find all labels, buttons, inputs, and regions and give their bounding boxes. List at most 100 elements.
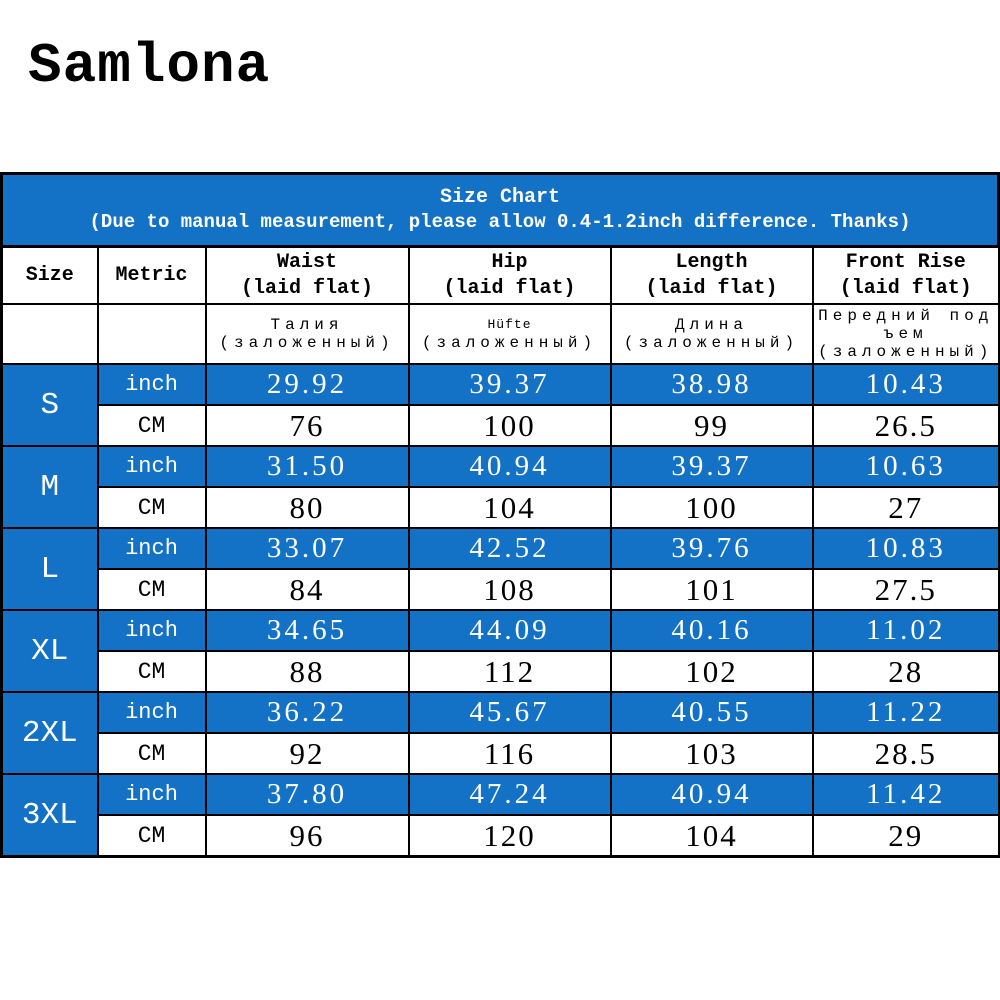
col-alt-label: Длина	[674, 316, 748, 334]
col-alt-label: Передний подъем	[818, 307, 994, 343]
measurement-value-cm: 104	[609, 814, 814, 858]
measurement-value-inch: 40.94	[609, 773, 814, 816]
col-header-size: Size	[0, 245, 99, 305]
size-label-cell: 2XL	[0, 691, 99, 775]
measurement-value-cm: 108	[407, 568, 612, 611]
col-alt-waist: Талия (заложенный)	[204, 303, 410, 365]
col-header-length: Length (laid flat)	[609, 245, 814, 305]
col-header-label: Hip	[491, 250, 528, 274]
measurement-value-inch: 40.55	[609, 691, 814, 734]
measurement-value-cm: 120	[407, 814, 612, 858]
col-header-hip: Hip (laid flat)	[407, 245, 612, 305]
measurement-value-inch: 31.50	[204, 445, 410, 488]
unit-label-cm: CM	[96, 814, 207, 858]
unit-label-inch: inch	[96, 363, 207, 406]
measurement-value-cm: 100	[407, 404, 612, 447]
header-row-translated: Талия (заложенный) Hüfte (заложенный) Дл…	[0, 303, 1000, 365]
measurement-value-inch: 29.92	[204, 363, 410, 406]
measurement-value-inch: 40.16	[609, 609, 814, 652]
col-alt-length: Длина (заложенный)	[609, 303, 814, 365]
measurement-value-cm: 116	[407, 732, 612, 775]
unit-label-cm: CM	[96, 404, 207, 447]
size-row-inch: 3XL inch 37.80 47.24 40.94 11.42	[0, 773, 1000, 858]
size-row-cm: CM 96 120 104 29	[2, 814, 1000, 858]
measurement-value-inch: 11.42	[811, 773, 1000, 816]
size-table-head: Size Metric Waist (laid flat) Hip (laid …	[0, 245, 1000, 365]
col-header-front-rise: Front Rise (laid flat)	[811, 245, 1000, 305]
col-alt-sublabel: (заложенный)	[421, 334, 598, 352]
col-header-metric: Metric	[96, 245, 207, 305]
col-header-label: Length	[675, 250, 748, 274]
measurement-value-inch: 10.63	[811, 445, 1000, 488]
measurement-value-inch: 11.02	[811, 609, 1000, 652]
measurement-value-inch: 38.98	[609, 363, 814, 406]
measurement-value-cm: 84	[204, 568, 410, 611]
measurement-value-cm: 28	[811, 650, 1000, 693]
measurement-value-cm: 29	[811, 814, 1000, 858]
measurement-value-cm: 28.5	[811, 732, 1000, 775]
measurement-value-cm: 80	[204, 486, 410, 529]
size-row-cm: CM 88 112 102 28	[2, 650, 1000, 693]
measurement-value-inch: 33.07	[204, 527, 410, 570]
col-header-label: Waist	[276, 250, 337, 274]
size-row-cm: CM 92 116 103 28.5	[2, 732, 1000, 775]
measurement-value-inch: 37.80	[204, 773, 410, 816]
size-chart-title: Size Chart	[439, 186, 561, 209]
size-label-cell: M	[0, 445, 99, 529]
col-header-sublabel: (laid flat)	[240, 276, 374, 300]
measurement-value-cm: 92	[204, 732, 410, 775]
measurement-value-cm: 102	[609, 650, 814, 693]
measurement-value-inch: 39.37	[407, 363, 612, 406]
size-row-cm: CM 84 108 101 27.5	[2, 568, 1000, 611]
size-label-cell: XL	[0, 609, 99, 693]
size-label-cell: 3XL	[0, 773, 99, 858]
measurement-value-cm: 101	[609, 568, 814, 611]
col-alt-label: Талия	[270, 316, 344, 334]
measurement-value-inch: 45.67	[407, 691, 612, 734]
size-chart-section: Size Chart (Due to manual measurement, p…	[0, 172, 1000, 858]
unit-label-cm: CM	[96, 568, 207, 611]
col-alt-sublabel: (заложенный)	[818, 343, 994, 361]
size-label-cell: S	[0, 363, 99, 447]
size-chart-title-bar: Size Chart (Due to manual measurement, p…	[0, 172, 1000, 245]
unit-label-cm: CM	[96, 732, 207, 775]
col-header-sublabel: (laid flat)	[443, 276, 576, 300]
col-alt-front-rise: Передний подъем (заложенный)	[811, 303, 1000, 365]
unit-label-cm: CM	[96, 650, 207, 693]
measurement-value-inch: 39.37	[609, 445, 814, 488]
unit-label-inch: inch	[96, 773, 207, 816]
measurement-value-cm: 27	[811, 486, 1000, 529]
measurement-value-inch: 40.94	[407, 445, 612, 488]
size-row-inch: XL inch 34.65 44.09 40.16 11.02	[0, 609, 1000, 693]
size-label-cell: L	[0, 527, 99, 611]
col-alt-sublabel: (заложенный)	[219, 334, 395, 352]
header-row-main: Size Metric Waist (laid flat) Hip (laid …	[0, 245, 1000, 305]
col-header-sublabel: (laid flat)	[645, 276, 778, 300]
col-header-sublabel: (laid flat)	[839, 276, 972, 300]
measurement-value-cm: 26.5	[811, 404, 1000, 447]
col-alt-size-empty	[0, 303, 99, 365]
size-chart-subtitle: (Due to manual measurement, please allow…	[89, 211, 911, 233]
measurement-value-cm: 96	[204, 814, 410, 858]
size-table: Size Metric Waist (laid flat) Hip (laid …	[0, 245, 1000, 858]
measurement-value-inch: 10.83	[811, 527, 1000, 570]
measurement-value-inch: 47.24	[407, 773, 612, 816]
measurement-value-inch: 39.76	[609, 527, 814, 570]
measurement-value-cm: 100	[609, 486, 814, 529]
measurement-value-cm: 99	[609, 404, 814, 447]
col-alt-hip: Hüfte (заложенный)	[407, 303, 612, 365]
measurement-value-inch: 11.22	[811, 691, 1000, 734]
measurement-value-cm: 88	[204, 650, 410, 693]
measurement-value-inch: 44.09	[407, 609, 612, 652]
measurement-value-inch: 36.22	[204, 691, 410, 734]
measurement-value-cm: 112	[407, 650, 612, 693]
unit-label-cm: CM	[96, 486, 207, 529]
unit-label-inch: inch	[96, 445, 207, 488]
measurement-value-cm: 103	[609, 732, 814, 775]
col-header-label: Size	[25, 263, 74, 287]
measurement-value-inch: 42.52	[407, 527, 612, 570]
